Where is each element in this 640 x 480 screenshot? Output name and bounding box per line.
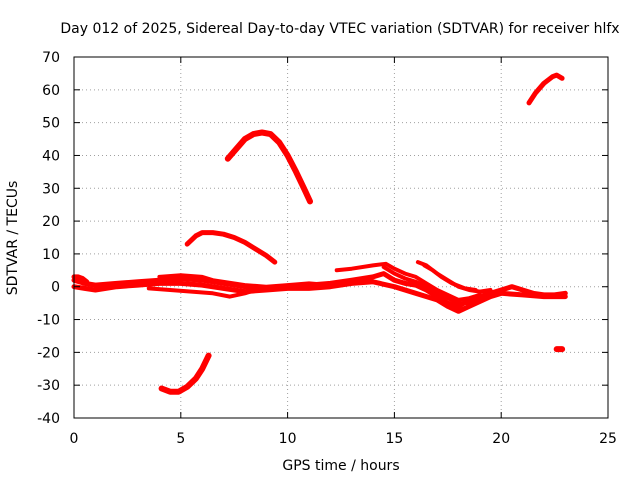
plot-frame [73,56,609,419]
x-tick-label: 10 [279,431,297,447]
data-series [71,72,568,395]
x-tick-label: 5 [176,431,185,447]
y-tick-label: 60 [42,83,60,99]
y-tick-label: -10 [37,313,60,329]
series-band-mid-c [157,273,333,289]
y-tick-label: 0 [51,280,60,296]
y-tick-label: 20 [42,214,60,230]
grid-lines [74,57,608,418]
chart-title: Day 012 of 2025, Sidereal Day-to-day VTE… [60,21,619,37]
x-tick-label: 0 [70,431,79,447]
y-tick-label: 40 [42,148,60,164]
y-tick-label: 30 [42,181,60,197]
series-band-base-a [71,271,568,309]
series-arc-64 [526,72,565,106]
x-tick-label: 15 [385,431,403,447]
y-axis-label: SDTVAR / TECUs [5,181,21,296]
series-band-start-i [71,274,90,285]
y-tick-label: 70 [42,50,60,66]
series-band-high-h [422,263,478,292]
y-tick-label: -40 [37,411,60,427]
series-arc-47 [224,129,313,205]
series-arc-16 [184,230,278,265]
x-axis-label: GPS time / hours [282,458,399,474]
series-band-upper-f [381,265,482,306]
series-band-mid-e [334,261,482,302]
x-tick-label: 25 [599,431,617,447]
axis-ticks: 0 5 10 15 20 25 -40 -30 -20 -10 0 10 20 30 40 50 60 70 [37,50,617,447]
series-band-low-d [146,286,258,299]
y-tick-label: 10 [42,247,60,263]
series-arc-minus31 [158,352,212,395]
series-band-base-b [71,279,568,314]
y-tick-label: 50 [42,116,60,132]
y-tick-label: -30 [37,378,60,394]
x-tick-label: 20 [492,431,510,447]
y-tick-label: -20 [37,345,60,361]
